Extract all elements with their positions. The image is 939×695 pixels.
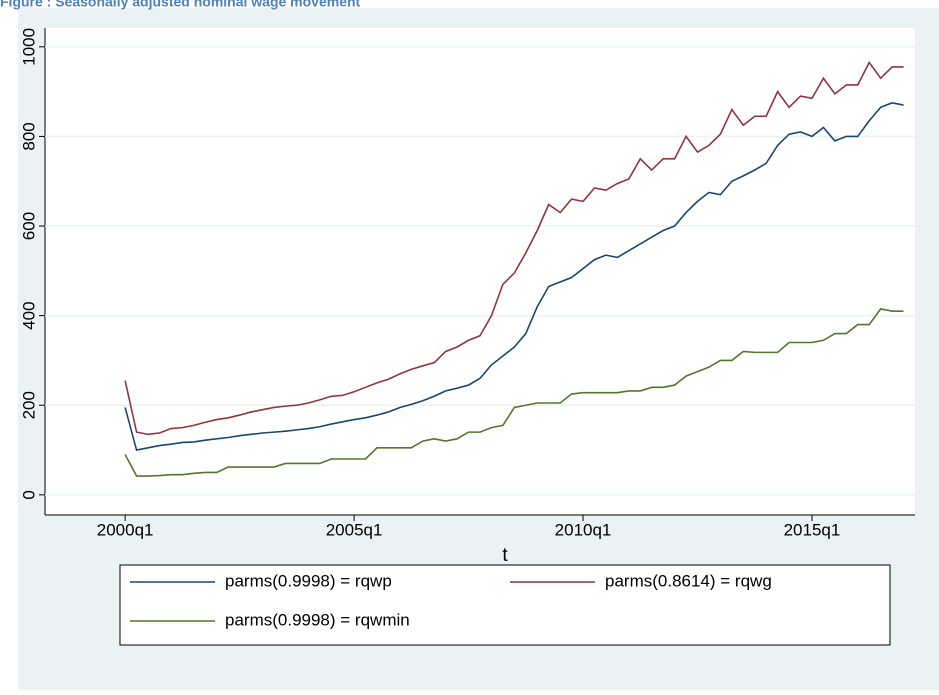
- x-tick-label: 2010q1: [555, 520, 612, 539]
- y-tick-label: 400: [19, 301, 38, 329]
- y-tick-label: 0: [19, 490, 38, 499]
- y-tick-label: 800: [19, 122, 38, 150]
- legend-label: parms(0.8614) = rqwg: [605, 571, 772, 590]
- y-tick-label: 600: [19, 212, 38, 240]
- line-series: [124, 60, 904, 436]
- x-tick-label: 2000q1: [97, 520, 154, 539]
- x-axis-label: t: [502, 545, 508, 566]
- chart-title: Figure : Seasonally adjusted nominal wag…: [0, 0, 361, 10]
- line-series: [124, 101, 904, 451]
- legend: [119, 564, 891, 646]
- y-tick-label: 1000: [19, 28, 38, 66]
- x-tick-label: 2005q1: [326, 520, 383, 539]
- legend-label: parms(0.9998) = rqwp: [225, 571, 392, 590]
- y-tick-label: 200: [19, 391, 38, 419]
- x-tick-label: 2015q1: [784, 520, 841, 539]
- legend-label: parms(0.9998) = rqwmin: [225, 610, 410, 629]
- line-series: [124, 308, 904, 477]
